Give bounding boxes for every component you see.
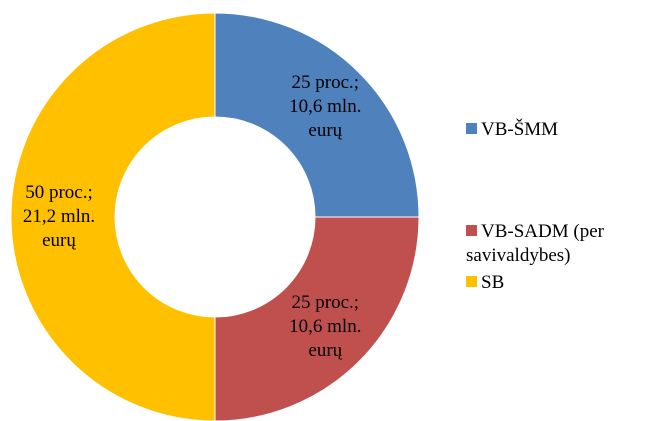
legend-label: VB-ŠMM xyxy=(481,119,559,140)
data-label: 25 proc.; 10,6 mln. eurų xyxy=(289,292,362,362)
legend-swatch xyxy=(466,225,477,236)
legend-label: VB-SADM (per savivaldybes) xyxy=(466,221,604,266)
slice xyxy=(214,216,420,421)
slice xyxy=(10,12,216,421)
data-label: 25 proc.; 10,6 mln. eurų xyxy=(289,71,362,141)
legend-entry: VB-ŠMM xyxy=(466,118,666,142)
data-label: 50 proc.; 21,2 mln. eurų xyxy=(22,182,96,251)
slice xyxy=(214,12,420,218)
legend-entry: VB-SADM (per savivaldybes) xyxy=(466,220,666,268)
legend-swatch xyxy=(466,123,477,134)
legend-swatch xyxy=(466,276,477,287)
legend-entry: SB xyxy=(466,271,666,295)
legend-label: SB xyxy=(481,272,505,293)
